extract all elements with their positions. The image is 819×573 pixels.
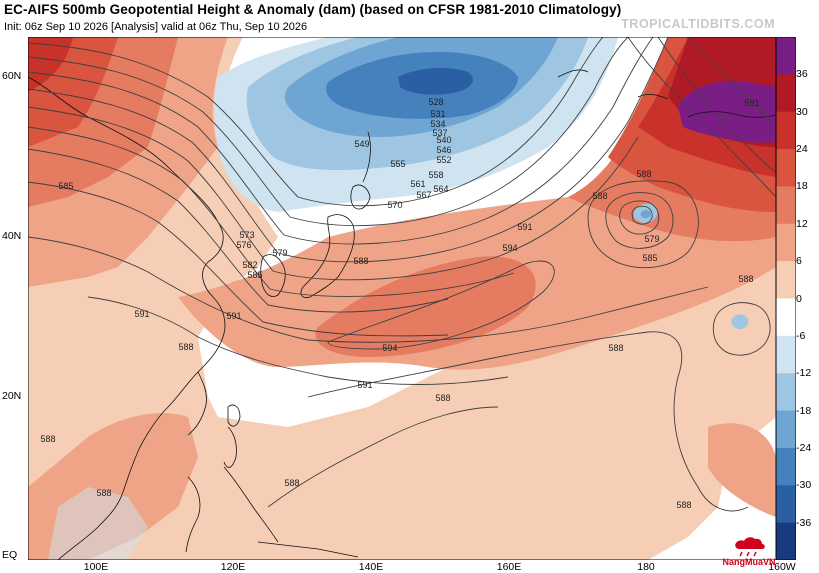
colorbar-label: 12 (796, 217, 808, 230)
contour-label: 588 (40, 434, 55, 444)
contour-label: 546 (436, 145, 451, 155)
lon-label-120e: 120E (220, 561, 246, 573)
colorbar-swatch (776, 447, 796, 486)
contour-label: 549 (354, 139, 369, 149)
lat-label-40n: 40N (2, 230, 22, 242)
contour-label: 594 (502, 243, 517, 253)
lon-label-140e: 140E (358, 561, 384, 573)
contour-label: 555 (390, 159, 405, 169)
contour-label: 585 (247, 270, 262, 280)
contour-label: 591 (226, 311, 241, 321)
watermark-logo: NangMuaVN (722, 535, 776, 571)
colorbar-label: -36 (796, 516, 812, 529)
colorbar-swatch (776, 522, 796, 560)
colorbar-swatch (776, 111, 796, 150)
colorbar-label: 18 (796, 180, 808, 193)
lat-label-eq: EQ (2, 549, 18, 561)
contour-label: 588 (636, 169, 651, 179)
contour-label: 528 (428, 97, 443, 107)
contour-label: 561 (410, 179, 425, 189)
contour-label: 579 (644, 234, 659, 244)
contour-label: 570 (387, 200, 402, 210)
colorbar-swatch (776, 149, 796, 187)
contour-label: 588 (676, 500, 691, 510)
lon-label-160w: 160W (768, 561, 796, 573)
contour-label: 534 (430, 119, 445, 129)
cloud-rain-icon (735, 537, 765, 557)
colorbar-swatch (776, 373, 796, 412)
lat-label-20n: 20N (2, 390, 22, 402)
map-title: EC-AIFS 500mb Geopotential Height & Anom… (4, 2, 622, 17)
contour-label: 576 (236, 240, 251, 250)
contour-label: 588 (178, 342, 193, 352)
contour-label: 591 (744, 98, 759, 108)
contour-label: 588 (592, 191, 607, 201)
contour-label: 582 (242, 260, 257, 270)
colorbar-swatch (776, 74, 796, 113)
colorbar-label: -18 (796, 404, 812, 417)
contour-label: 591 (134, 309, 149, 319)
colorbar-label: 30 (796, 105, 808, 118)
contour-label: 573 (239, 230, 254, 240)
contour-label: 564 (433, 184, 448, 194)
colorbar-label: -12 (796, 367, 812, 380)
contour-label: 588 (96, 488, 111, 498)
colorbar-label: 24 (796, 143, 808, 156)
map-subtitle: Init: 06z Sep 10 2026 [Analysis] valid a… (4, 21, 308, 33)
contour-label: 588 (353, 256, 368, 266)
colorbar-swatch (776, 223, 796, 262)
colorbar-label: -30 (796, 479, 812, 492)
weather-map: 528 531 534 537 540 546 549 552 555 558 … (28, 37, 776, 560)
colorbar-swatch (776, 261, 796, 299)
contour-label: 567 (416, 190, 431, 200)
colorbar-label: 0 (796, 292, 802, 305)
contour-label: 594 (382, 343, 397, 353)
contour-label: 588 (435, 393, 450, 403)
contour-label: 531 (430, 109, 445, 119)
lon-label-160e: 160E (496, 561, 522, 573)
negative-anomaly-fills (48, 37, 749, 560)
lon-label-100e: 100E (83, 561, 109, 573)
colorbar-swatch (776, 298, 796, 337)
colorbar-swatch (776, 186, 796, 225)
contour-label: 588 (608, 343, 623, 353)
contour-label: 558 (428, 170, 443, 180)
contour-label: 588 (738, 274, 753, 284)
colorbar-swatch (776, 37, 796, 75)
height-contours (28, 37, 776, 512)
lon-label-180: 180 (637, 561, 655, 573)
colorbar-swatch (776, 335, 796, 374)
lat-label-60n: 60N (2, 70, 22, 82)
site-credit: TROPICALTIDBITS.COM (621, 17, 775, 31)
contour-label: 585 (642, 253, 657, 263)
contour-label: 540 (436, 135, 451, 145)
colorbar-label: -6 (796, 329, 806, 342)
watermark-text: NangMuaVN (722, 557, 776, 567)
contour-label: 591 (517, 222, 532, 232)
colorbar-label: 6 (796, 255, 802, 268)
contour-label: 591 (357, 380, 372, 390)
contour-label: 585 (58, 181, 73, 191)
colorbar-label: 36 (796, 68, 808, 81)
colorbar-swatch (776, 410, 796, 449)
colorbar-label: -24 (796, 441, 812, 454)
contour-labels: 528 531 534 537 540 546 549 552 555 558 … (40, 97, 759, 510)
colorbar-swatch (776, 485, 796, 524)
contour-label: 588 (284, 478, 299, 488)
contour-label: 579 (272, 248, 287, 258)
contour-label: 552 (436, 155, 451, 165)
contour-label: 537 (432, 128, 447, 138)
anomaly-colorbar (776, 37, 796, 560)
